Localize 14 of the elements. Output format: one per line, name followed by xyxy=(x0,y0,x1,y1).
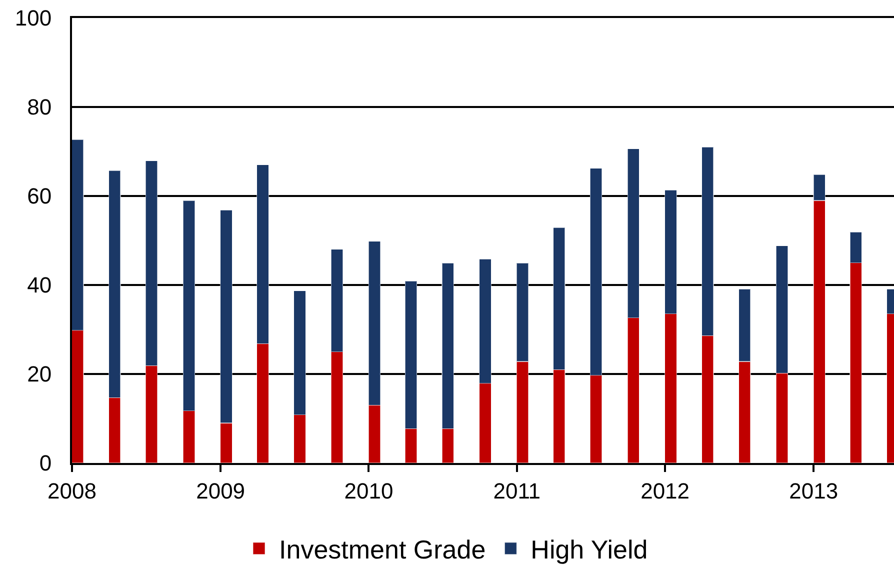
y-tick-label: 60 xyxy=(27,184,52,209)
y-tick-label: 0 xyxy=(39,450,52,476)
x-tick-label: 2011 xyxy=(493,478,541,504)
x-tick-label: 2012 xyxy=(640,478,690,504)
x-tick-label: 2009 xyxy=(196,478,246,504)
legend-label: Investment Grade xyxy=(279,534,486,565)
legend-label: High Yield xyxy=(530,534,648,565)
x-tick-label: 2010 xyxy=(344,478,394,504)
x-tick-label: 2013 xyxy=(789,478,838,504)
x-tick-label: 2008 xyxy=(48,478,96,504)
y-tick-label: 40 xyxy=(27,272,52,298)
y-tick-label: 20 xyxy=(27,362,52,387)
y-tick-label: 80 xyxy=(27,94,52,120)
y-tick-label: 100 xyxy=(14,6,52,31)
